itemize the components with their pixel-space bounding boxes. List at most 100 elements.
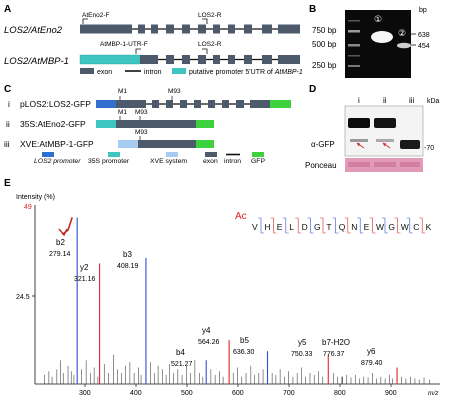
panel-d-letter: D bbox=[309, 84, 316, 95]
fragment-mark bbox=[332, 217, 339, 234]
x-unit-label: m/z bbox=[428, 390, 439, 397]
primer-f2-label: AtMBP-1-UTR-F bbox=[100, 41, 148, 48]
exon bbox=[244, 55, 252, 64]
row1-exons bbox=[80, 24, 300, 34]
exon bbox=[213, 55, 220, 64]
m93-label-ii: M93 bbox=[135, 109, 148, 116]
spectrum-minor-peaks bbox=[44, 354, 430, 384]
exon bbox=[213, 24, 220, 34]
exon-cds-ii bbox=[116, 120, 196, 128]
fragment-mark bbox=[270, 217, 277, 234]
primer-r2-label: LOS2-R bbox=[198, 41, 222, 48]
exon bbox=[182, 24, 190, 34]
row1-label: LOS2/AtEno2 bbox=[4, 25, 63, 36]
lane-iii-label: iii bbox=[409, 96, 415, 105]
ladder-band bbox=[348, 30, 360, 33]
faint-band-i bbox=[350, 139, 368, 142]
exon bbox=[151, 24, 158, 34]
legend-los2-label: LOS2 promoter bbox=[34, 158, 81, 165]
sequence-residue: T bbox=[326, 222, 331, 232]
sequence-residue: C bbox=[413, 222, 419, 232]
exon bbox=[222, 100, 229, 108]
fragment-mark bbox=[419, 217, 426, 234]
peak-b2-mz: 279.14 bbox=[49, 251, 71, 258]
red-arrow-ii bbox=[382, 142, 391, 149]
sequence-residue: K bbox=[426, 222, 432, 232]
ponceau-band bbox=[374, 162, 396, 167]
x-tick-label: 800 bbox=[334, 390, 346, 397]
band-lane-i bbox=[348, 118, 370, 128]
exon bbox=[228, 55, 235, 64]
panel-d: D i ii iii kDa α-GFP -70 Ponceau bbox=[305, 84, 440, 172]
exon bbox=[80, 24, 132, 34]
peak-y6-ion: y6 bbox=[367, 347, 376, 356]
antibody-label: α-GFP bbox=[311, 140, 335, 149]
fragment-mark bbox=[357, 217, 364, 234]
ladder-band bbox=[348, 44, 360, 47]
m93-label-i: M93 bbox=[168, 88, 181, 95]
peak-y5-ion: y5 bbox=[298, 338, 307, 347]
xve-iii bbox=[118, 140, 138, 148]
peak-b4-ion: b4 bbox=[176, 348, 185, 357]
x-tick-label: 900 bbox=[385, 390, 397, 397]
sequence-residue: E bbox=[364, 222, 370, 232]
row2-label: LOS2/AtMBP-1 bbox=[4, 56, 69, 67]
x-tick-label: 400 bbox=[130, 390, 142, 397]
x-ticks: 300 400 500 600 700 800 900 bbox=[79, 384, 397, 397]
construct-name-i: pLOS2:LOS2-GFP bbox=[20, 99, 91, 109]
lane-i-label: i bbox=[358, 96, 360, 105]
fragment-mark bbox=[258, 217, 264, 234]
panel-a-letter: A bbox=[4, 4, 11, 15]
ladder-band bbox=[348, 55, 360, 57]
legend-xve-swatch bbox=[166, 152, 178, 157]
y-axis-title: Intensity (%) bbox=[16, 194, 55, 201]
panel-e: E Intensity (%) 49 24.5 300 400 500 600 … bbox=[4, 178, 440, 397]
exon bbox=[250, 100, 270, 108]
ponceau-label: Ponceau bbox=[305, 161, 337, 170]
band-lane1-638 bbox=[371, 31, 393, 43]
ladder-band bbox=[348, 65, 360, 67]
primer-f1-arrow bbox=[82, 18, 88, 24]
exon bbox=[152, 100, 159, 108]
peak-b3-mz: 408.19 bbox=[117, 263, 139, 270]
peak-y5-mz: 750.33 bbox=[291, 351, 313, 358]
fragment-mark bbox=[295, 217, 302, 234]
exon bbox=[262, 55, 272, 64]
legend-gfp-label: GFP bbox=[251, 158, 265, 165]
size-454: 454 bbox=[418, 43, 430, 50]
exon bbox=[182, 55, 190, 64]
legend-35s-swatch bbox=[108, 152, 120, 157]
sequence-residue: W bbox=[376, 222, 384, 232]
fragment-mark bbox=[382, 217, 388, 234]
gfp-i bbox=[270, 100, 291, 108]
x-tick-label: 700 bbox=[283, 390, 295, 397]
sequence-residue: G bbox=[314, 222, 321, 232]
lane-mark-2: ② bbox=[398, 28, 406, 38]
red-check-head bbox=[58, 228, 68, 237]
band-lane-iii bbox=[400, 140, 420, 149]
fragment-mark bbox=[394, 217, 401, 234]
lane-ii-label: ii bbox=[383, 96, 387, 105]
legend-exon-label: exon bbox=[97, 69, 112, 76]
m93-label-iii: M93 bbox=[135, 129, 148, 136]
fragment-mark bbox=[406, 217, 413, 234]
spectrum-labeled-peaks bbox=[76, 217, 398, 384]
peak-b3-ion: b3 bbox=[123, 250, 132, 259]
legend-promoter-label: putative promoter 5'UTR of AtMBP-1 bbox=[189, 69, 303, 76]
ladder-band bbox=[348, 20, 360, 22]
peak-y2-mz: 321.16 bbox=[74, 276, 96, 283]
primer-f2-arrow bbox=[135, 48, 141, 54]
fragment-mark bbox=[320, 217, 326, 234]
ponceau-band bbox=[348, 162, 370, 167]
legend-los2-swatch bbox=[42, 152, 54, 157]
red-check-arrow bbox=[62, 217, 73, 235]
legend-exon-c-label: exon bbox=[203, 158, 218, 165]
legend-35s-label: 35S promoter bbox=[88, 158, 130, 165]
legend-xve-label: XVE system bbox=[150, 158, 187, 165]
legend-exon-c-swatch bbox=[205, 152, 217, 157]
peak-b4-mz: 521.27 bbox=[171, 361, 193, 368]
panel-c-letter: C bbox=[4, 84, 11, 95]
exon bbox=[166, 55, 174, 64]
ladder-label-750: 750 bp bbox=[312, 26, 337, 35]
